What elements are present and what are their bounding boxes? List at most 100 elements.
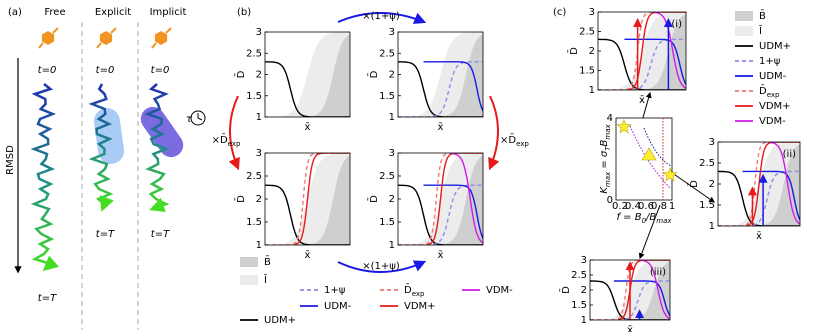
y-axis-label: D̄ — [687, 180, 700, 188]
y-axis-label: D̄ — [234, 70, 247, 78]
label-part: max — [656, 217, 672, 225]
exp-arrow — [228, 95, 240, 171]
psi-arrow — [337, 260, 427, 273]
state-marker — [662, 167, 678, 182]
arrow-label: ×(1+ψ) — [362, 11, 400, 22]
label-part: B̄ — [759, 9, 766, 22]
plot-area — [398, 153, 483, 245]
label-part: exp — [412, 290, 425, 298]
x-axis-label: x̄ — [627, 325, 633, 332]
label-part: exp — [516, 140, 529, 148]
label-part: T — [604, 146, 612, 151]
y-tick-label: 2.5 — [379, 171, 395, 182]
y-tick-label: 1 — [589, 85, 595, 96]
y-tick-label: 2 — [589, 46, 595, 57]
label-part: UDM+ — [759, 41, 791, 52]
y-tick-label: 2 — [256, 70, 262, 81]
y-tick-label: 3 — [709, 137, 715, 148]
y-tick-label: 0 — [607, 195, 613, 206]
curve — [614, 280, 670, 317]
clock-label: τ — [186, 114, 193, 125]
molecule-bond — [165, 27, 172, 34]
y-tick-label: 3 — [389, 148, 395, 159]
explicit-solvent — [93, 108, 125, 164]
y-tick-label: 2 — [389, 194, 395, 205]
x-tick-label: 0.8 — [651, 201, 667, 212]
trajectory — [144, 83, 170, 213]
y-tick-label: 2.5 — [246, 171, 262, 182]
shaded-region — [590, 261, 670, 320]
y-tick-label: 1.5 — [571, 300, 587, 311]
time-label: t=T — [151, 229, 170, 240]
x-axis-label: x̄ — [438, 250, 444, 261]
axis-label: RMSD — [5, 145, 16, 175]
y-tick-label: 2 — [256, 194, 262, 205]
x-axis-label: x̄ — [438, 122, 444, 133]
molecule-bond — [96, 42, 102, 49]
curve — [768, 142, 800, 225]
plot-area — [718, 142, 800, 226]
label-part: VDM- — [486, 285, 513, 296]
label-part: f = B — [616, 212, 641, 223]
column-title: Implicit — [150, 7, 187, 18]
connector-arrow — [667, 169, 715, 203]
plot-area — [398, 32, 483, 117]
y-axis-label: D̄ — [367, 195, 380, 203]
label-part: Ī — [264, 273, 267, 286]
y-tick-label: 2 — [709, 179, 715, 190]
y-tick-label: 2.5 — [571, 270, 587, 281]
arrow-label: ×D̄exp — [212, 133, 241, 148]
x-axis-label: x̄ — [305, 122, 311, 133]
legend-label: 1+ψ — [324, 285, 346, 296]
label-part: B — [599, 139, 610, 146]
plot-area — [265, 32, 350, 117]
inset-label: (ii) — [783, 149, 796, 160]
label-part: VDM- — [759, 116, 786, 127]
legend-label: 1+ψ — [759, 56, 781, 67]
legend-label: UDM+ — [759, 41, 791, 52]
inset-label: (i) — [671, 19, 682, 30]
molecule-bond — [110, 27, 117, 34]
x-axis-label: x̄ — [639, 95, 645, 106]
label-part: = σ — [599, 150, 610, 172]
curve — [639, 260, 670, 320]
curve — [450, 153, 483, 244]
molecule-bond — [151, 42, 157, 49]
panel-label: (a) — [8, 7, 22, 18]
curve — [718, 170, 800, 226]
label-part: VDM+ — [404, 301, 436, 312]
legend-swatch — [735, 11, 753, 21]
time-label: t=0 — [96, 65, 115, 76]
legend-label: VDM- — [486, 285, 513, 296]
legend-label: UDM+ — [264, 315, 296, 326]
y-tick-label: 1 — [709, 221, 715, 232]
legend-label: D̄exp — [404, 283, 425, 298]
y-tick-label: 1 — [389, 112, 395, 123]
label: f = B0/Bmax — [616, 212, 672, 225]
label-part: D̄ — [404, 283, 412, 296]
label-part: 1+ψ — [324, 285, 346, 296]
y-tick-label: 2 — [581, 285, 587, 296]
x-tick-label: 0.4 — [625, 201, 641, 212]
trajectory — [30, 83, 59, 271]
y-tick-label: 2.5 — [699, 158, 715, 169]
label-part: K — [599, 186, 610, 194]
time-label: t=0 — [38, 65, 57, 76]
x-axis-label: x̄ — [305, 250, 311, 261]
y-tick-label: 4 — [607, 113, 613, 124]
shaded-region — [398, 155, 483, 245]
y-tick-label: 2 — [389, 70, 395, 81]
time-label: t=T — [38, 293, 57, 304]
label-part: UDM+ — [264, 315, 296, 326]
label-part: Ī — [759, 24, 762, 37]
molecule-bond — [38, 42, 44, 49]
legend-swatch — [735, 26, 753, 36]
inset-label: (iii) — [650, 267, 666, 278]
legend-label: Ī — [264, 273, 267, 286]
y-tick-label: 2.5 — [379, 48, 395, 59]
curve — [423, 61, 483, 112]
y-tick-label: 3 — [256, 27, 262, 38]
clock — [190, 110, 206, 126]
x-tick-label: 1 — [669, 201, 675, 212]
